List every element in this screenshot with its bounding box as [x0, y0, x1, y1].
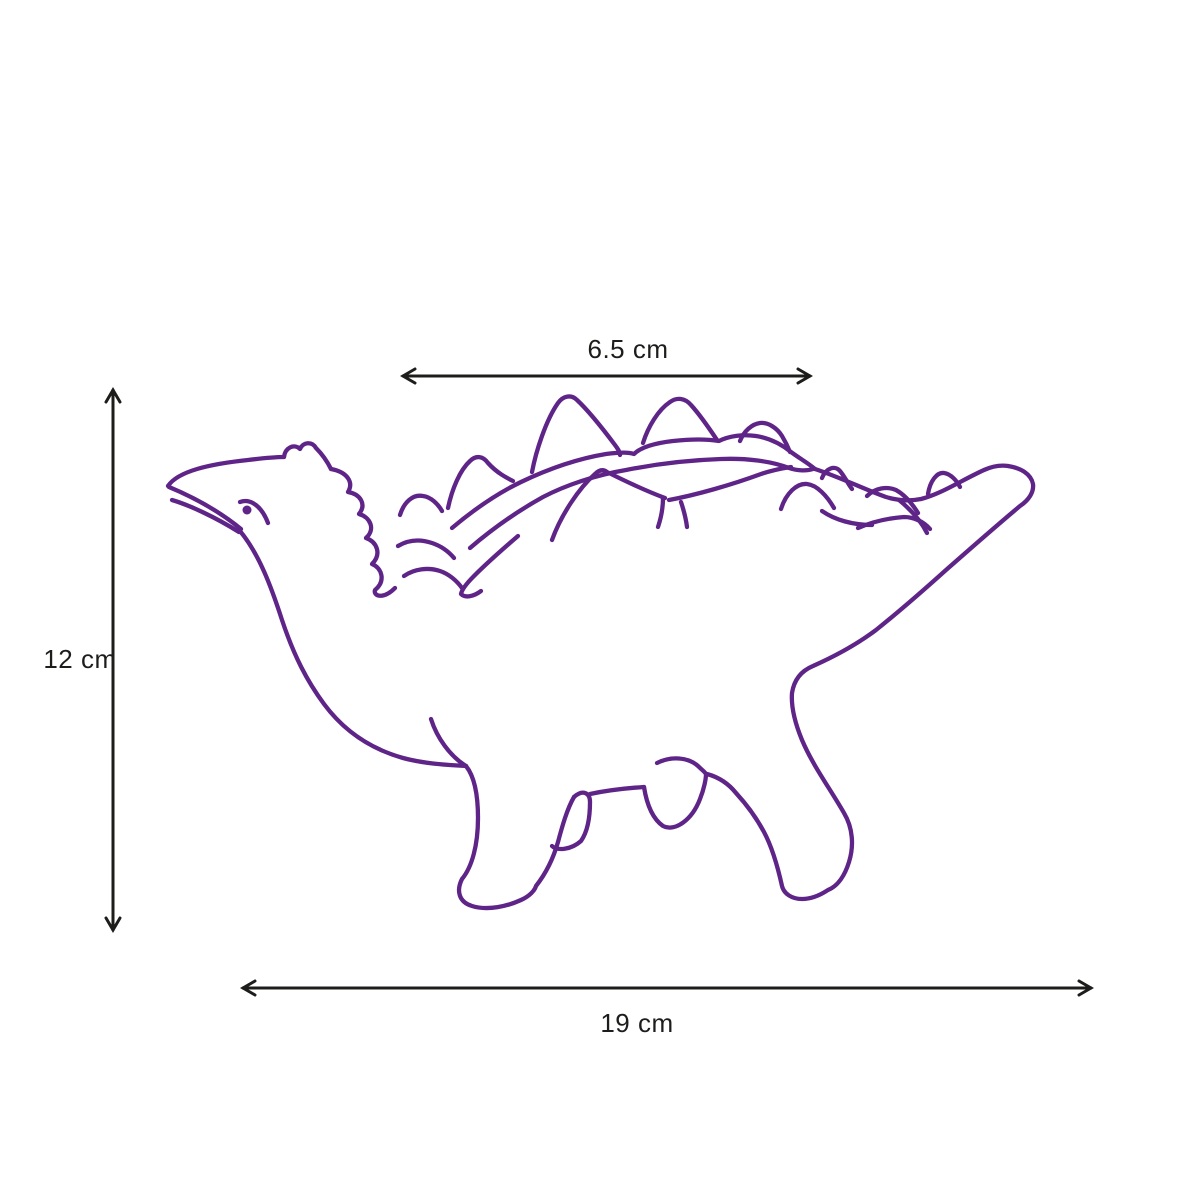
left-dimension-arrowhead-bottom [104, 916, 122, 933]
tail-underside-and-rear-leg [704, 463, 1036, 902]
back-band-upper [449, 433, 818, 531]
eye-brow-curve [237, 498, 271, 526]
shoulder-sweep [458, 533, 521, 599]
front-leg-outline [456, 763, 577, 911]
tail-spike-a [819, 465, 855, 492]
far-rear-leg [641, 771, 709, 830]
shoulder-scallop-1 [397, 493, 445, 518]
top-dimension-arrowhead-left [400, 367, 417, 385]
bottom-dimension-arrowhead-left [240, 979, 257, 997]
bottom-dimension-arrowhead-right [1077, 979, 1094, 997]
far-rear-thigh [654, 756, 709, 777]
back-plate-small-left [445, 454, 516, 511]
jaw-chest-line [237, 528, 469, 769]
far-front-foot [549, 790, 593, 852]
back-plate-2 [640, 396, 720, 446]
tailbase-scallop-1 [778, 481, 837, 512]
back-plate-3 [737, 420, 793, 455]
eye-dot [242, 505, 252, 515]
stegosaurus-drawing [165, 394, 1036, 911]
mouth-lower-line [169, 497, 242, 535]
left-dimension-arrowhead-top [104, 387, 122, 404]
far-back-contour [666, 464, 794, 503]
tailbase-scallop-3 [864, 485, 921, 516]
left-dimension-arrow [104, 387, 122, 933]
tail-top-line [812, 463, 1011, 503]
back-plate-1 [529, 394, 623, 475]
snout-top-line [165, 454, 287, 489]
far-plate-edge-1 [655, 495, 666, 530]
top-dimension-arrowhead-right [796, 367, 813, 385]
top-dimension-label: 6.5 cm [587, 334, 668, 364]
mouth-upper-line [166, 484, 244, 532]
tailbase-scallop-2 [819, 508, 875, 528]
far-plate-big [549, 468, 668, 543]
tailbase-curve-5 [896, 497, 930, 536]
belly-line [587, 784, 647, 797]
tail-spike-b [925, 470, 963, 497]
shoulder-scallop-2 [395, 538, 457, 561]
left-dimension-label: 12 cm [43, 644, 116, 674]
shoulder-scallop-3 [401, 566, 465, 591]
neck-scallops [328, 466, 398, 598]
front-knee-line [428, 716, 469, 769]
top-dimension-arrow [400, 367, 813, 385]
bottom-dimension-arrow [240, 979, 1094, 997]
bottom-dimension-label: 19 cm [600, 1008, 673, 1038]
far-plate-edge-2 [678, 499, 690, 530]
head-top-bumps [281, 441, 334, 472]
